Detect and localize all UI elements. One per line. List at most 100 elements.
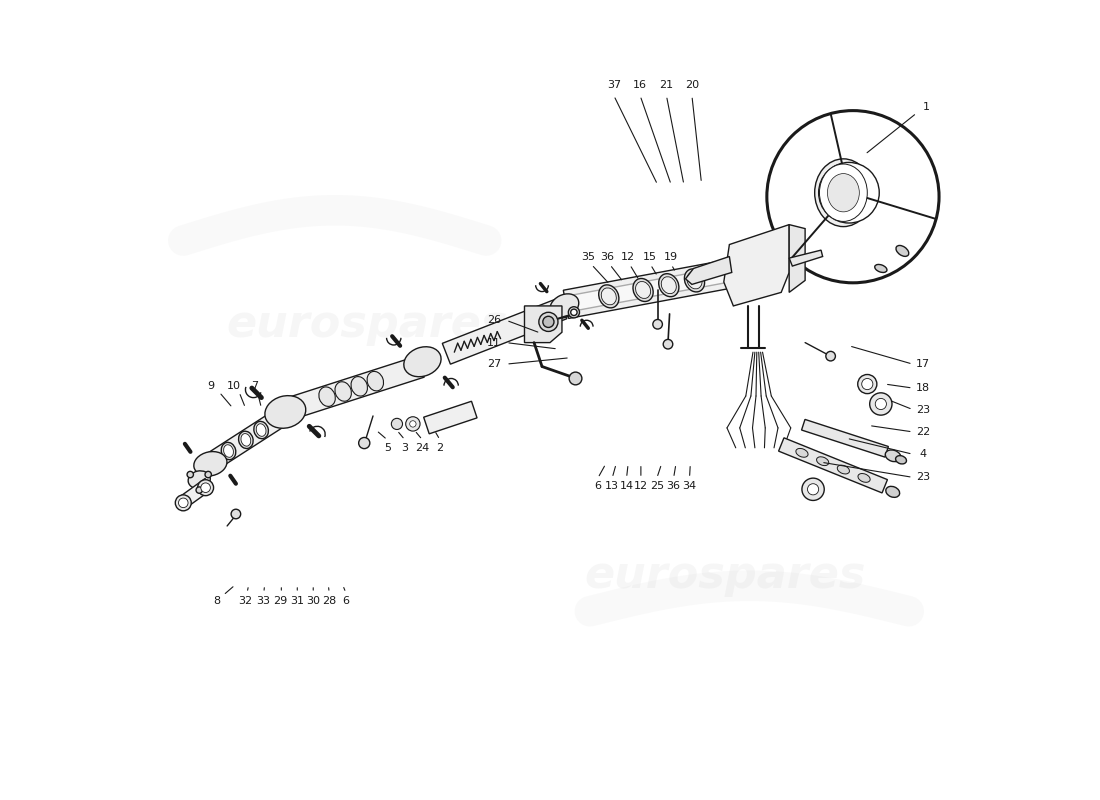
Text: 1: 1: [923, 102, 930, 112]
Ellipse shape: [241, 434, 251, 446]
Circle shape: [818, 162, 879, 223]
Ellipse shape: [659, 274, 679, 297]
Text: 16: 16: [634, 80, 647, 90]
Polygon shape: [284, 356, 425, 420]
Ellipse shape: [194, 451, 227, 476]
Text: 12: 12: [621, 251, 635, 262]
Circle shape: [187, 471, 194, 478]
Text: 6: 6: [594, 481, 602, 491]
Text: 9: 9: [208, 381, 214, 390]
Text: 36: 36: [667, 481, 681, 491]
Text: 15: 15: [642, 251, 657, 262]
Text: 25: 25: [650, 481, 664, 491]
Ellipse shape: [896, 246, 909, 256]
Text: 33: 33: [256, 596, 270, 606]
Text: 32: 32: [239, 596, 253, 606]
Text: 18: 18: [916, 383, 931, 393]
Ellipse shape: [265, 396, 306, 428]
Polygon shape: [789, 225, 805, 292]
Ellipse shape: [221, 442, 235, 460]
Text: 2: 2: [437, 443, 443, 453]
Circle shape: [858, 374, 877, 394]
Ellipse shape: [820, 164, 867, 222]
Ellipse shape: [661, 277, 676, 294]
Circle shape: [406, 417, 420, 431]
Ellipse shape: [684, 269, 705, 292]
Ellipse shape: [837, 465, 849, 474]
Circle shape: [861, 378, 873, 390]
Circle shape: [392, 418, 403, 430]
Text: 26: 26: [487, 315, 502, 326]
Text: 8: 8: [213, 596, 220, 606]
Polygon shape: [802, 419, 889, 457]
Text: 13: 13: [605, 481, 619, 491]
Text: 36: 36: [601, 251, 615, 262]
Ellipse shape: [334, 382, 351, 402]
Circle shape: [569, 306, 580, 318]
Ellipse shape: [602, 288, 616, 305]
Polygon shape: [424, 402, 477, 434]
Circle shape: [409, 421, 416, 427]
Ellipse shape: [239, 431, 253, 449]
Text: 35: 35: [581, 251, 595, 262]
Text: 29: 29: [274, 596, 288, 606]
Text: 12: 12: [634, 481, 648, 491]
Ellipse shape: [254, 422, 268, 438]
Ellipse shape: [319, 387, 336, 406]
Ellipse shape: [256, 424, 266, 436]
Circle shape: [569, 372, 582, 385]
Polygon shape: [442, 298, 566, 364]
Polygon shape: [525, 306, 562, 342]
Ellipse shape: [796, 449, 808, 458]
Ellipse shape: [598, 285, 619, 308]
Ellipse shape: [858, 474, 870, 482]
Text: 23: 23: [916, 472, 931, 482]
Circle shape: [178, 498, 188, 508]
Ellipse shape: [895, 456, 906, 464]
Circle shape: [359, 438, 370, 449]
Ellipse shape: [223, 445, 233, 458]
Ellipse shape: [188, 471, 210, 489]
Text: 3: 3: [402, 443, 408, 453]
Text: 28: 28: [322, 596, 337, 606]
Text: 23: 23: [916, 405, 931, 414]
Circle shape: [802, 478, 824, 501]
Polygon shape: [724, 225, 789, 306]
Circle shape: [876, 398, 887, 410]
Polygon shape: [206, 410, 286, 470]
Polygon shape: [789, 250, 823, 266]
Circle shape: [652, 319, 662, 329]
Text: 14: 14: [619, 481, 634, 491]
Ellipse shape: [815, 159, 872, 226]
Ellipse shape: [550, 294, 579, 318]
Text: eurospares: eurospares: [226, 302, 507, 346]
Ellipse shape: [367, 371, 384, 391]
Circle shape: [870, 393, 892, 415]
Text: 19: 19: [664, 251, 679, 262]
Circle shape: [198, 480, 213, 496]
Text: 11: 11: [487, 338, 502, 347]
Text: 10: 10: [227, 381, 241, 390]
Circle shape: [663, 339, 673, 349]
Ellipse shape: [688, 272, 702, 289]
Circle shape: [767, 110, 939, 283]
Ellipse shape: [351, 377, 367, 396]
Circle shape: [201, 483, 210, 493]
Polygon shape: [685, 257, 732, 285]
Text: 20: 20: [685, 80, 698, 90]
Circle shape: [826, 351, 835, 361]
Ellipse shape: [632, 278, 653, 302]
Ellipse shape: [827, 174, 859, 212]
Polygon shape: [179, 478, 212, 507]
Polygon shape: [564, 265, 739, 312]
Text: 24: 24: [416, 443, 430, 453]
Text: 7: 7: [252, 381, 258, 390]
Text: 31: 31: [290, 596, 305, 606]
Text: 30: 30: [306, 596, 320, 606]
Circle shape: [196, 487, 202, 494]
Text: 21: 21: [659, 80, 673, 90]
Circle shape: [807, 484, 818, 495]
Text: 4: 4: [920, 450, 926, 459]
Circle shape: [539, 312, 558, 331]
Text: 22: 22: [916, 427, 931, 437]
